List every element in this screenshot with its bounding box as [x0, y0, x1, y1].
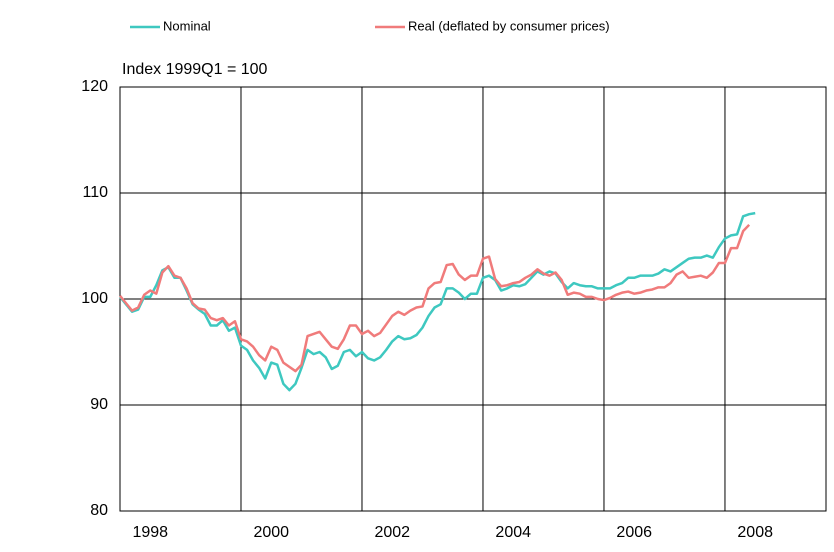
x-tick-label: 2000 [253, 524, 289, 541]
x-tick-label: 2006 [616, 524, 652, 541]
x-tick-label: 1998 [132, 524, 168, 541]
x-tick-label: 2002 [374, 524, 410, 541]
y-tick-label: 100 [81, 290, 108, 307]
plot-frame [119, 86, 827, 512]
y-tick-label: 90 [90, 396, 108, 413]
line [119, 211, 756, 392]
x-tick-label: 2004 [495, 524, 531, 541]
y-tick-label: 110 [82, 184, 108, 201]
x-tick-label: 2008 [737, 524, 773, 541]
line [119, 223, 751, 373]
y-tick-label: 120 [81, 78, 108, 95]
legend-label: Nominal [163, 18, 211, 33]
y-tick-label: 80 [90, 502, 108, 519]
y-axis-label: Index 1999Q1 = 100 [122, 61, 268, 78]
legend-label: Real (deflated by consumer prices) [408, 18, 610, 33]
